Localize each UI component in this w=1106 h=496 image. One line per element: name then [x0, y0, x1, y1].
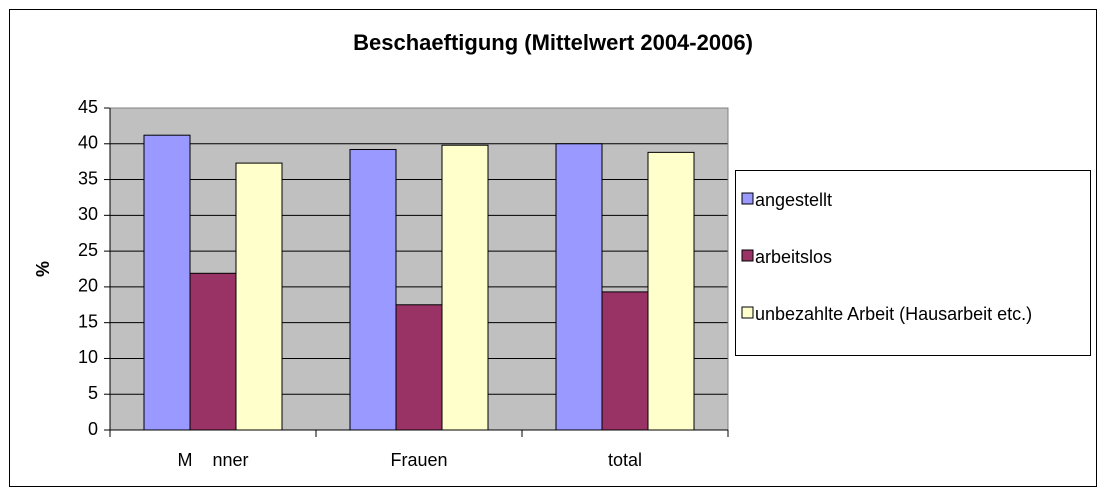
bar — [235, 162, 283, 431]
bar — [647, 151, 695, 431]
bar — [441, 144, 489, 431]
y-tick-label: 35 — [78, 168, 98, 188]
bar — [555, 143, 603, 431]
legend-label: angestellt — [755, 190, 833, 210]
x-tick-label: Frauen — [390, 450, 447, 470]
bar — [143, 134, 191, 431]
bar — [601, 291, 649, 431]
bar — [189, 272, 237, 431]
legend-label-box: unbezahlte Arbeit (Hausarbeit etc.) — [755, 304, 1033, 324]
y-tick-label: 40 — [78, 133, 98, 153]
y-tick-label: 0 — [88, 419, 98, 439]
y-tick-label: 10 — [78, 347, 98, 367]
y-axis-label: % — [33, 261, 53, 277]
bar — [395, 304, 443, 431]
legend-swatch — [741, 192, 754, 205]
legend-swatch — [741, 249, 754, 262]
x-tick-label: M nner — [177, 450, 248, 470]
legend-box — [735, 170, 1091, 356]
y-tick-label: 15 — [78, 311, 98, 331]
y-tick-label: 30 — [78, 204, 98, 224]
legend-label-box: angestellt — [755, 190, 833, 210]
legend-label: arbeitslos — [755, 247, 833, 267]
legend-label: unbezahlte Arbeit (Hausarbeit etc.) — [755, 304, 1033, 324]
y-tick-label: 45 — [78, 97, 98, 117]
bar — [349, 149, 397, 431]
x-tick-label: total — [608, 450, 642, 470]
y-tick-label: 25 — [78, 240, 98, 260]
chart-title: Beschaeftigung (Mittelwert 2004-2006) — [353, 30, 753, 55]
legend-swatch — [741, 306, 754, 319]
legend-label-box: arbeitslos — [755, 247, 833, 267]
y-tick-label: 20 — [78, 276, 98, 296]
y-tick-label: 5 — [88, 383, 98, 403]
